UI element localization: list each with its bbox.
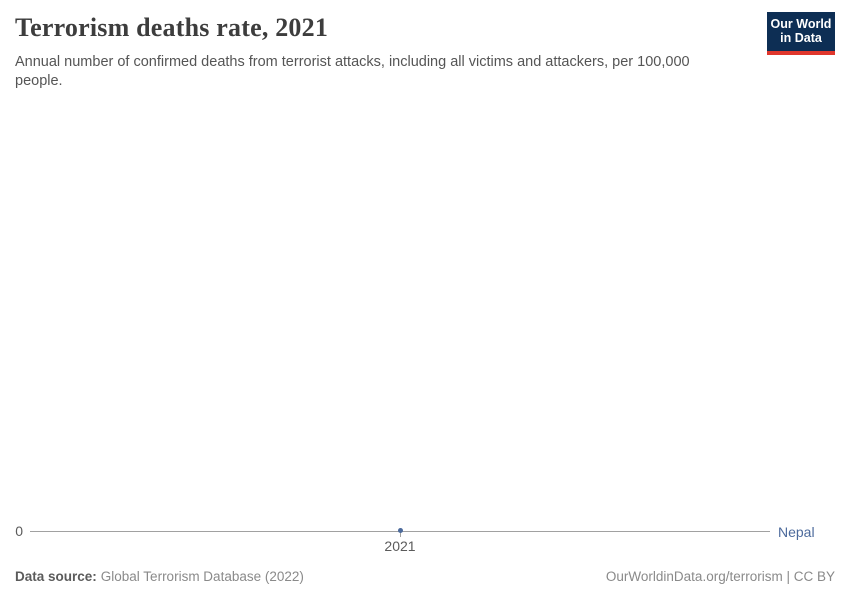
footer-credits: OurWorldinData.org/terrorism | CC BY — [606, 569, 835, 584]
x-axis-tick-mark — [400, 531, 401, 537]
owid-url-link[interactable]: OurWorldinData.org/terrorism — [605, 569, 783, 584]
data-source-value: Global Terrorism Database (2022) — [100, 569, 304, 584]
chart-subtitle: Annual number of confirmed deaths from t… — [15, 54, 690, 89]
owid-logo-line1: Our World — [770, 17, 832, 31]
owid-logo[interactable]: Our World in Data — [767, 12, 835, 55]
nepal-data-point — [398, 528, 403, 533]
data-source: Data source: Global Terrorism Database (2… — [15, 569, 304, 584]
chart-footer: Data source: Global Terrorism Database (2… — [15, 569, 835, 584]
owid-logo-line2: in Data — [780, 30, 822, 45]
x-axis-tick-label: 2021 — [384, 538, 416, 554]
license-label: CC BY — [793, 569, 835, 584]
y-axis-zero-label: 0 — [15, 523, 23, 539]
page-title: Terrorism deaths rate, 2021 — [15, 13, 329, 42]
entity-label-nepal[interactable]: Nepal — [778, 524, 815, 540]
footer-divider: | — [782, 569, 794, 584]
data-source-label: Data source: — [15, 569, 97, 584]
